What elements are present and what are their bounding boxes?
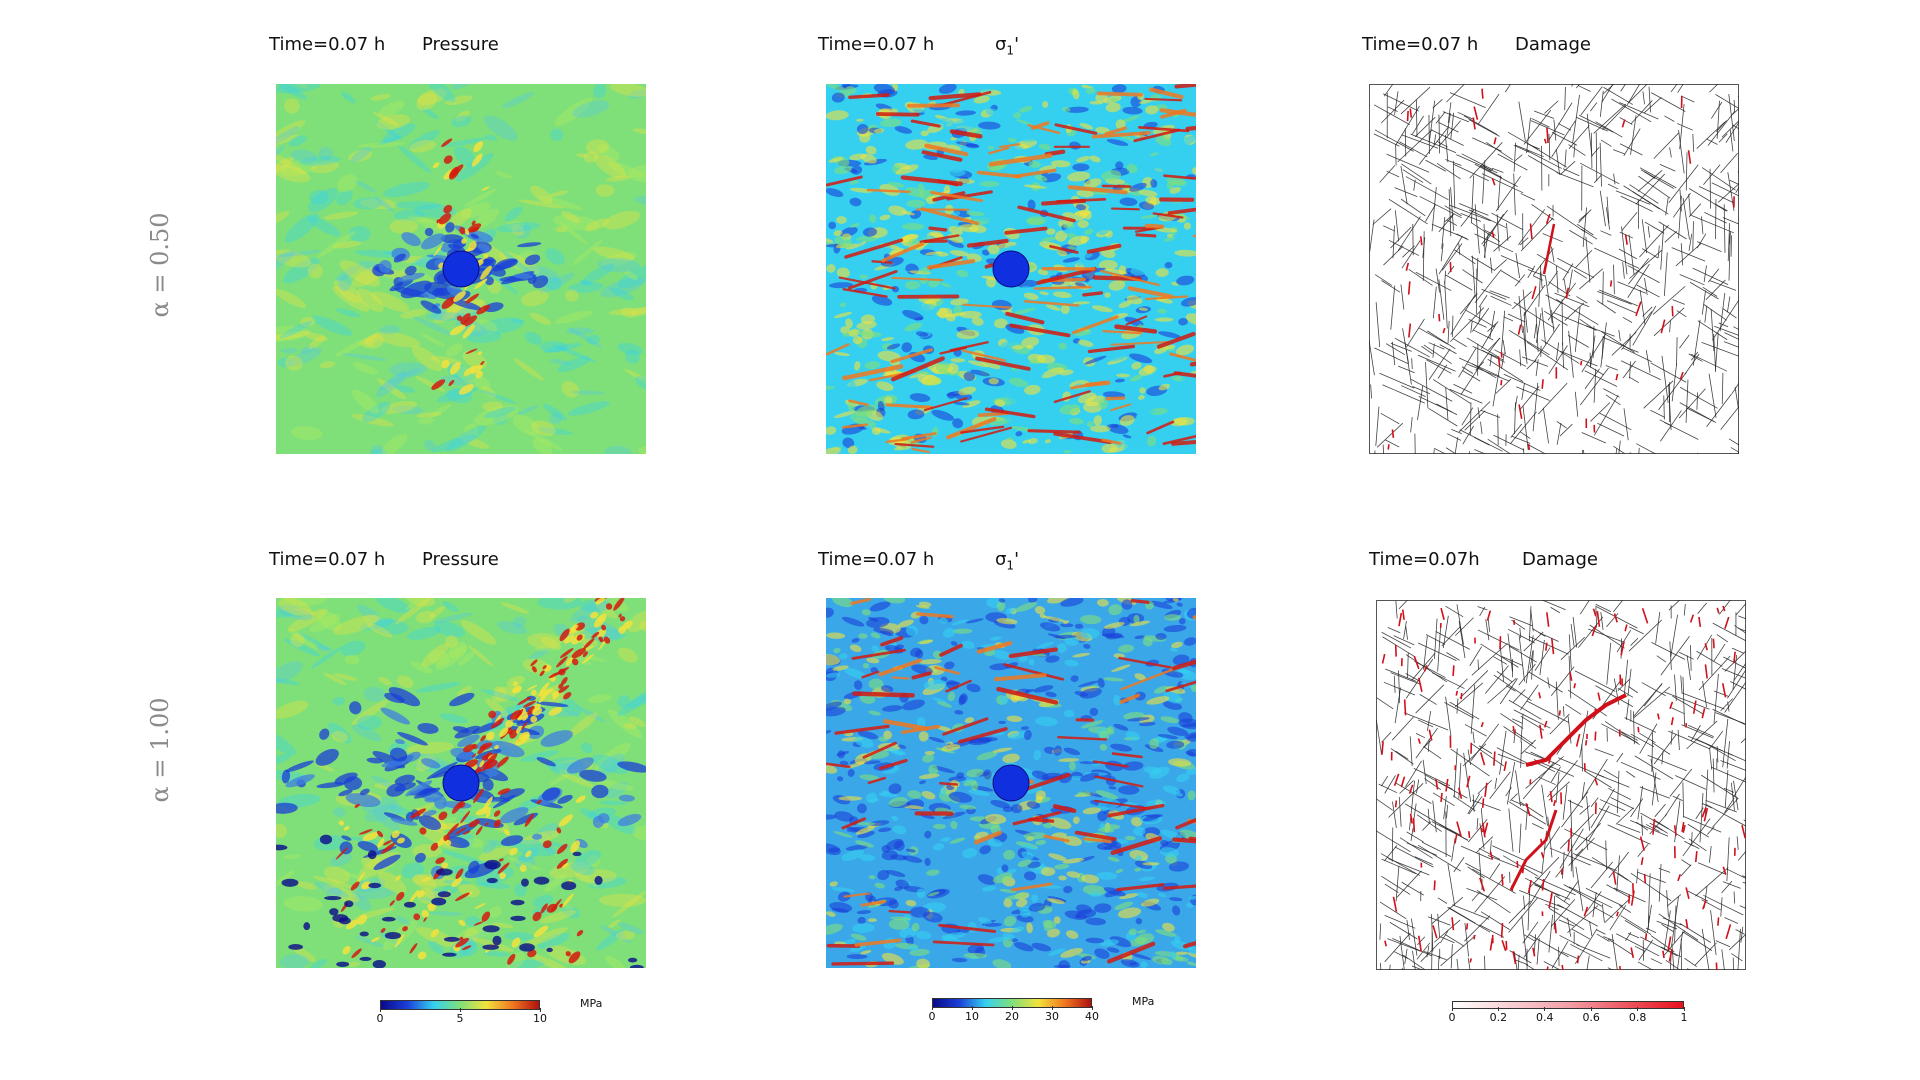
damage-colorbar-tick-label: 0.4 [1536,1011,1554,1024]
title-bottom-pressure-field: Pressure [422,549,499,570]
title-top-damage-time: Time=0.07 h [1362,34,1479,55]
sigma-symbol: σ [995,549,1007,570]
sigma-prime: ' [1014,549,1020,570]
damage-colorbar-tick-label: 1 [1680,1011,1688,1024]
sigma-map-top [826,84,1196,454]
damage-colorbar [1452,1001,1684,1009]
sigma-colorbar-tick-label: 30 [1045,1010,1059,1023]
pressure-map-top [276,84,646,454]
sigma-colorbar-tick-label: 20 [1005,1010,1019,1023]
sigma-colorbar-tickmark [1011,1006,1013,1010]
sigma-colorbar-tickmark [1091,1006,1093,1010]
title-top-sigma-time: Time=0.07 h [818,34,935,55]
damage-colorbar-tickmark [1497,1007,1499,1011]
sigma-colorbar-tickmark [971,1006,973,1010]
title-bottom-damage-time: Time=0.07h [1369,549,1480,570]
pressure-map-bottom [276,598,646,968]
pressure-colorbar-tickmark [459,1008,461,1012]
damage-colorbar-tickmark [1637,1007,1639,1011]
damage-colorbar-tick-label: 0.2 [1489,1011,1508,1024]
sigma-colorbar-tickmark [931,1006,933,1010]
damage-colorbar-tickmark [1451,1007,1453,1011]
sigma-colorbar-tick-label: 40 [1085,1010,1099,1023]
pressure-colorbar-tick-label: 10 [533,1012,547,1025]
pressure-colorbar-tick-label: 0 [376,1012,384,1025]
title-top-pressure-time: Time=0.07 h [269,34,386,55]
damage-colorbar-tickmark [1683,1007,1685,1011]
title-bottom-pressure-time: Time=0.07 h [269,549,386,570]
sigma-subscript: 1 [1006,558,1015,573]
damage-colorbar-tick-label: 0.8 [1628,1011,1647,1024]
sigma-colorbar-tick-label: 10 [965,1010,979,1023]
title-bottom-sigma-time: Time=0.07 h [818,549,935,570]
pressure-colorbar-tick-label: 5 [456,1012,464,1025]
sigma-map-bottom [826,598,1196,968]
sigma-colorbar-tick-label: 0 [928,1010,936,1023]
sigma-colorbar-tickmark [1051,1006,1053,1010]
pressure-colorbar-unit: MPa [580,997,603,1010]
title-top-sigma-field: σ1' [995,34,1019,58]
row-label-bottom: α = 1.00 [146,697,174,803]
sigma-colorbar-unit: MPa [1132,995,1155,1008]
damage-colorbar-tick-label: 0 [1448,1011,1456,1024]
title-top-pressure-field: Pressure [422,34,499,55]
title-bottom-damage-field: Damage [1522,549,1598,570]
damage-colorbar-tickmark [1544,1007,1546,1011]
damage-colorbar-tickmark [1590,1007,1592,1011]
damage-colorbar-tick-label: 0.6 [1582,1011,1600,1024]
title-top-damage-field: Damage [1515,34,1591,55]
sigma-prime: ' [1014,34,1020,55]
pressure-colorbar-tickmark [379,1008,381,1012]
pressure-colorbar-tickmark [539,1008,541,1012]
sigma-symbol: σ [995,34,1007,55]
row-label-top: α = 0.50 [146,212,174,318]
damage-map-top [1369,84,1739,454]
damage-map-bottom [1376,600,1746,970]
sigma-subscript: 1 [1006,43,1015,58]
title-bottom-sigma-field: σ1' [995,549,1019,573]
